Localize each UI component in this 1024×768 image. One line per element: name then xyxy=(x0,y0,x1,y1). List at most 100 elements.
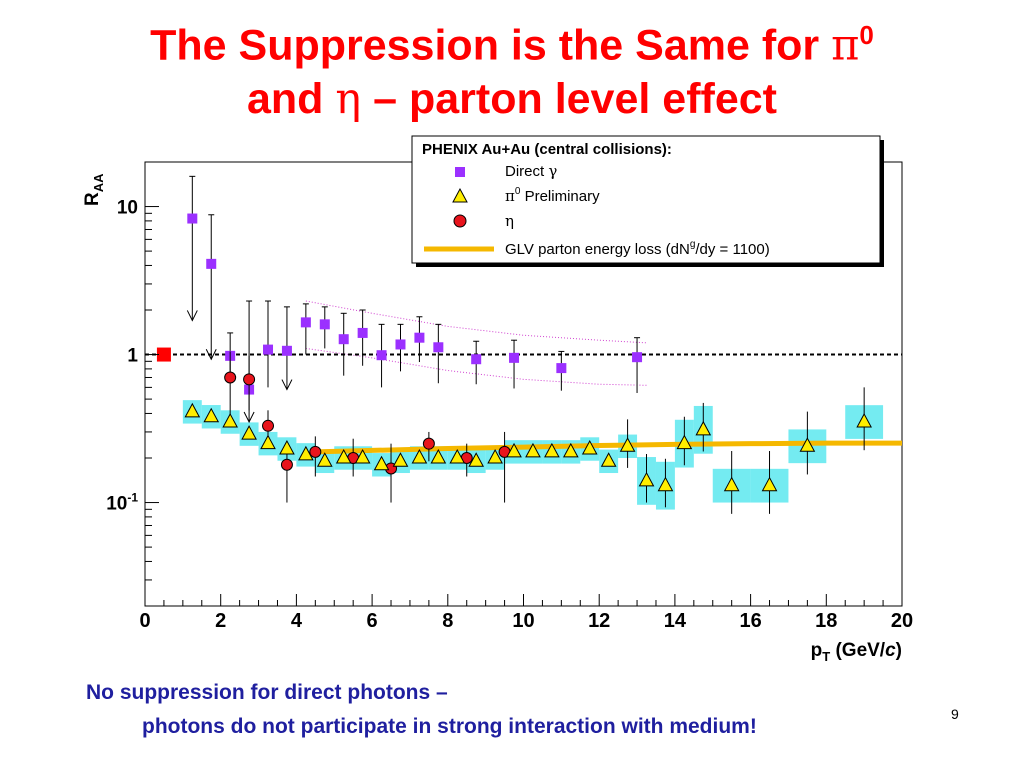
y-axis-label: RAA xyxy=(82,173,106,206)
x-tick-label: 12 xyxy=(588,610,610,632)
direct-gamma-point xyxy=(338,334,349,345)
pi0-point xyxy=(203,407,220,423)
direct-gamma-point xyxy=(414,332,425,343)
pi0-point xyxy=(184,402,201,418)
y-tick-label-base: 1 xyxy=(127,346,138,367)
x-axis-label-rest: (GeV/ xyxy=(830,640,886,661)
legend-entry-text: GLV parton energy loss (dN xyxy=(505,241,690,258)
direct-gamma-point xyxy=(395,339,406,350)
title-eta-symbol: η xyxy=(335,74,362,125)
x-tick-label: 2 xyxy=(215,610,226,632)
pi0-point xyxy=(600,452,617,467)
pi0-point xyxy=(222,412,238,428)
legend-direct-marker xyxy=(455,167,465,177)
y-tick-label: 10 xyxy=(117,198,138,219)
eta-point xyxy=(309,445,322,458)
pi0-point xyxy=(487,448,503,464)
upper-limit-arrow xyxy=(243,411,255,424)
y-axis-label-main: R xyxy=(82,192,103,206)
pi0-point xyxy=(411,448,428,464)
pi0-point xyxy=(723,476,740,492)
upper-limit-arrow xyxy=(186,310,198,322)
pi0-point xyxy=(298,445,314,461)
page-number: 9 xyxy=(951,706,959,722)
pi0-point xyxy=(260,434,276,450)
legend: PHENIX Au+Au (central collisions): Direct… xyxy=(411,135,884,267)
footnote-line-2: photons do not participate in strong int… xyxy=(142,715,757,738)
y-tick-label: 1 xyxy=(127,346,138,367)
x-tick-label: 4 xyxy=(291,610,303,632)
slide-title: The Suppression is the Same for π0 and η… xyxy=(0,8,1024,126)
legend-entry-glv: GLV parton energy loss (dNg/dy = 1100) xyxy=(505,239,770,258)
eta-series xyxy=(224,351,511,503)
title-line-1: The Suppression is the Same for π0 xyxy=(0,8,1024,72)
legend-entry-greek: π xyxy=(505,187,515,205)
y-tick-label-sup: -1 xyxy=(127,491,138,505)
y-tick-label-base: 10 xyxy=(117,198,138,219)
direct-gamma-point xyxy=(471,354,482,365)
legend-entry-direct: Direct γ xyxy=(505,162,557,180)
eta-point xyxy=(262,419,275,432)
direct-gamma-point xyxy=(632,352,643,363)
pi0-point xyxy=(449,448,466,464)
pi0-point xyxy=(581,439,598,455)
legend-entry-greek: γ xyxy=(548,162,557,180)
x-axis-label: pT (GeV/c) xyxy=(811,640,902,664)
pi0-point xyxy=(638,471,655,487)
pi0-point xyxy=(279,439,295,455)
title-line-1-text: The Suppression is the Same for xyxy=(150,21,832,70)
pi0-series xyxy=(184,402,872,492)
pi0-point xyxy=(657,476,674,492)
direct-gamma-point xyxy=(281,345,292,356)
glv-curve xyxy=(315,440,902,455)
pi0-point xyxy=(619,437,636,452)
upper-limit-arrow xyxy=(205,348,217,361)
legend-entry-greek: η xyxy=(505,212,514,230)
legend-entry-sup: 0 xyxy=(515,186,521,197)
pi0-point xyxy=(468,452,485,467)
x-axis-label-sub: T xyxy=(822,649,830,664)
direct-gamma-point xyxy=(509,352,520,363)
footnote-line-1: No suppression for direct photons – xyxy=(86,681,448,704)
pi0-point xyxy=(354,448,371,464)
normalization-uncertainty-box xyxy=(156,347,171,362)
pi0-point xyxy=(316,452,333,467)
x-tick-label: 10 xyxy=(512,610,534,632)
x-axis-label-end: ) xyxy=(896,640,902,661)
title-line-2-pre: and xyxy=(247,75,336,124)
pi0-point xyxy=(373,455,390,471)
pi0-point xyxy=(430,448,447,464)
x-tick-label: 20 xyxy=(891,610,913,632)
direct-gamma-point xyxy=(556,363,567,374)
direct-gamma-point xyxy=(433,342,444,353)
legend-box xyxy=(411,135,881,264)
legend-eta-marker xyxy=(453,214,467,228)
x-tick-label: 16 xyxy=(739,610,761,632)
legend-entry-text: Direct xyxy=(505,163,548,180)
eta-point xyxy=(224,371,237,384)
direct-gamma-point xyxy=(206,258,217,269)
legend-entry-sup: g xyxy=(690,239,696,250)
x-axis-label-main: p xyxy=(811,640,823,661)
title-pi-symbol: π xyxy=(831,20,860,71)
x-tick-label: 6 xyxy=(367,610,378,632)
direct-gamma-point xyxy=(263,344,274,355)
upper-limit-arrow xyxy=(281,379,293,391)
pi0-point xyxy=(856,412,872,428)
pi0-point xyxy=(525,442,541,458)
title-pi-superscript: 0 xyxy=(859,20,874,50)
pi0-point xyxy=(506,442,522,458)
eta-point xyxy=(280,458,293,471)
eta-point xyxy=(243,373,256,386)
direct-gamma-point xyxy=(376,350,387,361)
y-tick-label-base: 10 xyxy=(106,494,127,515)
direct-gamma-point xyxy=(300,317,311,328)
x-tick-label: 14 xyxy=(664,610,687,632)
footnote: No suppression for direct photons – phot… xyxy=(86,676,757,744)
legend-entry-after-sup: /dy = 1100) xyxy=(695,241,769,258)
x-tick-label: 8 xyxy=(442,610,453,632)
pi0-point xyxy=(562,442,579,458)
x-tick-label: 18 xyxy=(815,610,837,632)
